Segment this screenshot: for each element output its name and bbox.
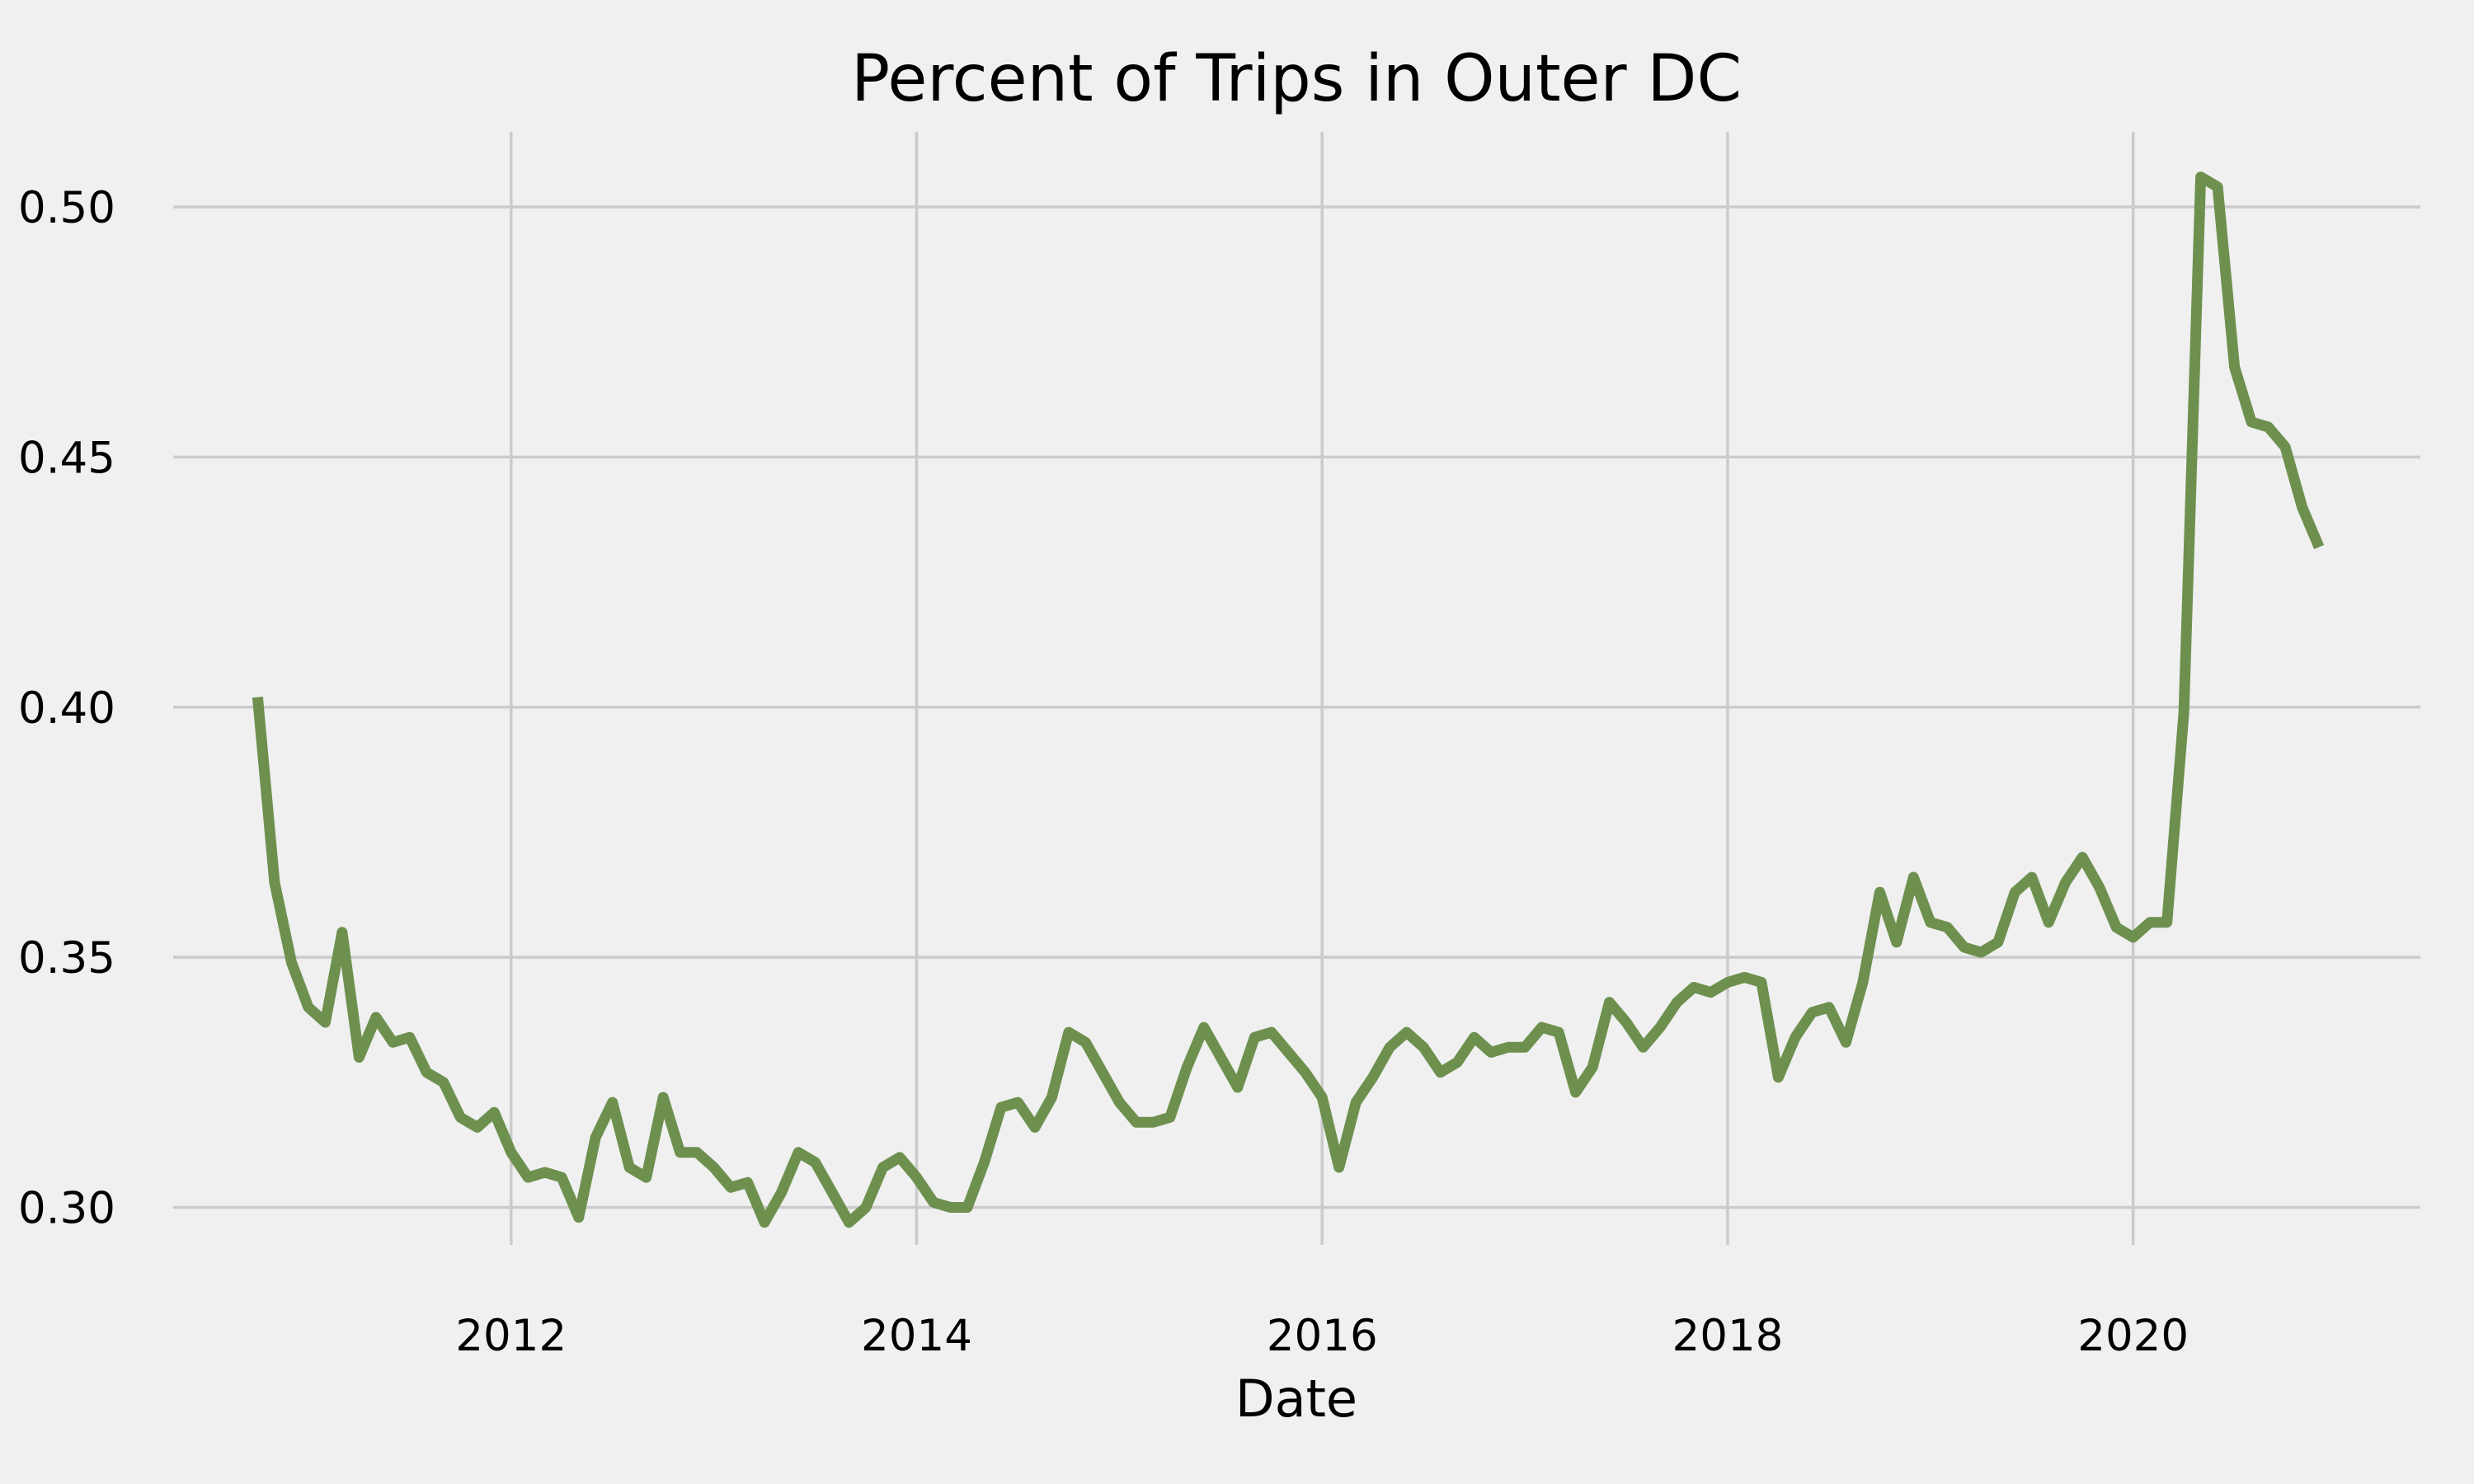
x-tick-label: 2012: [455, 1311, 567, 1361]
y-tick-labels: 0.30 0.35 0.40 0.45 0.50: [18, 183, 115, 1233]
x-tick-label: 2018: [1672, 1311, 1784, 1361]
y-tick-label: 0.40: [18, 683, 115, 734]
y-tick-label: 0.35: [18, 933, 115, 984]
x-tick-labels: 2012 2014 2016 2018 2020: [455, 1311, 2189, 1361]
x-tick-label: 2014: [861, 1311, 972, 1361]
series-layer: [252, 171, 2325, 1228]
y-tick-label: 0.50: [18, 183, 115, 233]
y-tick-label: 0.45: [18, 433, 115, 483]
y-tick-label: 0.30: [18, 1183, 115, 1233]
gridlines: [173, 132, 2420, 1245]
x-tick-label: 2016: [1267, 1311, 1378, 1361]
x-tick-label: 2020: [2077, 1311, 2189, 1361]
chart-title: Percent of Trips in Outer DC: [851, 42, 1742, 116]
series-line: [252, 171, 2325, 1228]
x-axis-label: Date: [1235, 1369, 1357, 1429]
